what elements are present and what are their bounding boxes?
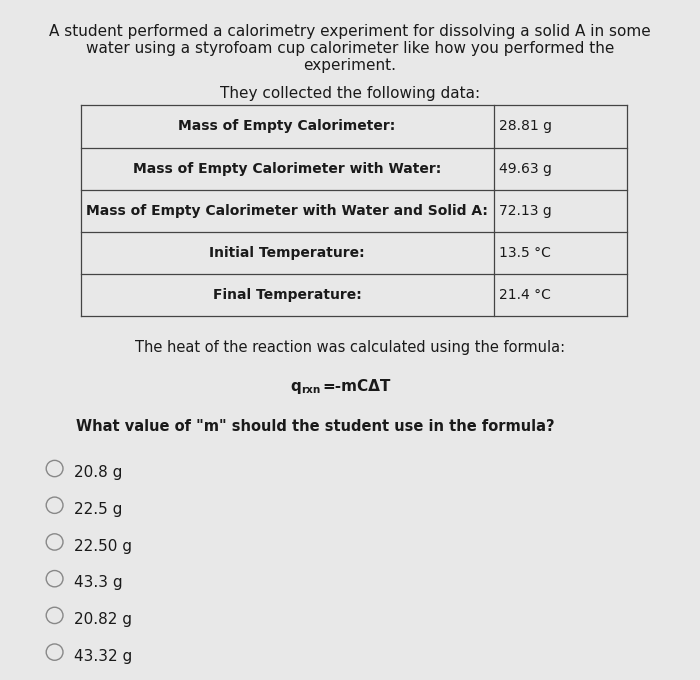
Text: A student performed a calorimetry experiment for dissolving a solid A in some: A student performed a calorimetry experi… <box>49 24 651 39</box>
Text: The heat of the reaction was calculated using the formula:: The heat of the reaction was calculated … <box>135 340 565 355</box>
Text: They collected the following data:: They collected the following data: <box>220 86 480 101</box>
Text: Mass of Empty Calorimeter with Water:: Mass of Empty Calorimeter with Water: <box>133 162 441 175</box>
Text: What value of "m" should the student use in the formula?: What value of "m" should the student use… <box>76 419 554 434</box>
Text: =-mCΔT: =-mCΔT <box>323 379 391 394</box>
Text: 20.82 g: 20.82 g <box>74 612 132 627</box>
Text: 22.5 g: 22.5 g <box>74 502 122 517</box>
Text: experiment.: experiment. <box>304 58 396 73</box>
Text: rxn: rxn <box>301 385 321 395</box>
Text: 72.13 g: 72.13 g <box>499 204 552 218</box>
Text: Final Temperature:: Final Temperature: <box>213 288 361 302</box>
Text: 28.81 g: 28.81 g <box>499 120 552 133</box>
Text: 43.32 g: 43.32 g <box>74 649 132 664</box>
Text: Initial Temperature:: Initial Temperature: <box>209 246 365 260</box>
Text: water using a styrofoam cup calorimeter like how you performed the: water using a styrofoam cup calorimeter … <box>86 41 614 56</box>
Text: Mass of Empty Calorimeter:: Mass of Empty Calorimeter: <box>178 120 396 133</box>
Text: q: q <box>290 379 301 394</box>
Text: 21.4 °C: 21.4 °C <box>499 288 551 302</box>
Text: 20.8 g: 20.8 g <box>74 465 122 480</box>
Text: 22.50 g: 22.50 g <box>74 539 132 554</box>
Text: 13.5 °C: 13.5 °C <box>499 246 551 260</box>
Text: Mass of Empty Calorimeter with Water and Solid A:: Mass of Empty Calorimeter with Water and… <box>86 204 488 218</box>
Text: 43.3 g: 43.3 g <box>74 575 122 590</box>
Text: 49.63 g: 49.63 g <box>499 162 552 175</box>
